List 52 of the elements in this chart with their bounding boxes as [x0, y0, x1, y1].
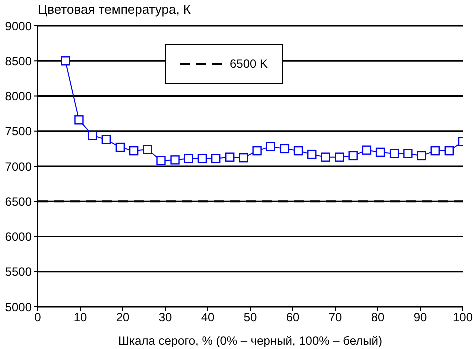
x-tick-label: 30	[158, 310, 172, 325]
point	[211, 154, 221, 164]
point	[198, 154, 208, 164]
point	[74, 116, 84, 125]
y-tick-label: 8000	[5, 90, 32, 104]
point	[280, 144, 290, 154]
point	[102, 135, 112, 144]
point	[61, 56, 70, 66]
x-tick-label: 70	[328, 310, 342, 325]
legend-label: 6500 K	[230, 57, 268, 71]
y-tick-label: 6500	[5, 194, 32, 209]
y-tick-label: 6000	[5, 230, 32, 244]
point	[294, 146, 304, 156]
point	[252, 146, 262, 156]
point	[184, 154, 194, 164]
x-tick-label: 80	[371, 310, 385, 325]
x-axis-title: Шкала серого, % (0% – черный, 100% – белый)	[118, 334, 382, 348]
point	[116, 142, 126, 152]
x-tick-label: 10	[74, 310, 88, 325]
x-tick-label: 40	[201, 310, 215, 325]
y-tick-label: 8500	[5, 54, 32, 68]
y-tick-label: 7500	[5, 124, 32, 139]
x-tick-label: 100	[452, 310, 473, 325]
y-tick-label: 5500	[5, 265, 32, 280]
x-tick-label: 20	[116, 310, 130, 325]
y-tick-label: 7000	[5, 160, 32, 174]
point	[430, 146, 440, 156]
point	[170, 156, 180, 165]
y-axis-title: Цветовая температура, К	[38, 2, 191, 17]
point	[226, 152, 235, 162]
y-tick-label: 5000	[5, 300, 32, 314]
x-tick-label: 60	[286, 310, 300, 325]
point	[362, 146, 372, 155]
point	[239, 153, 248, 163]
x-tick-label: 0	[34, 310, 42, 325]
point	[321, 152, 330, 162]
point	[348, 151, 358, 161]
point	[143, 145, 152, 154]
x-tick-label: 50	[244, 310, 258, 325]
point	[88, 130, 98, 140]
y-tick-label: 9000	[5, 19, 32, 34]
point	[417, 151, 426, 161]
point	[404, 149, 413, 158]
point	[156, 156, 166, 166]
point	[308, 150, 317, 160]
point	[444, 146, 454, 156]
point	[335, 152, 344, 162]
x-tick-label: 90	[414, 310, 428, 325]
point	[266, 142, 276, 152]
point	[390, 149, 400, 158]
point	[376, 148, 386, 158]
point	[129, 146, 139, 156]
